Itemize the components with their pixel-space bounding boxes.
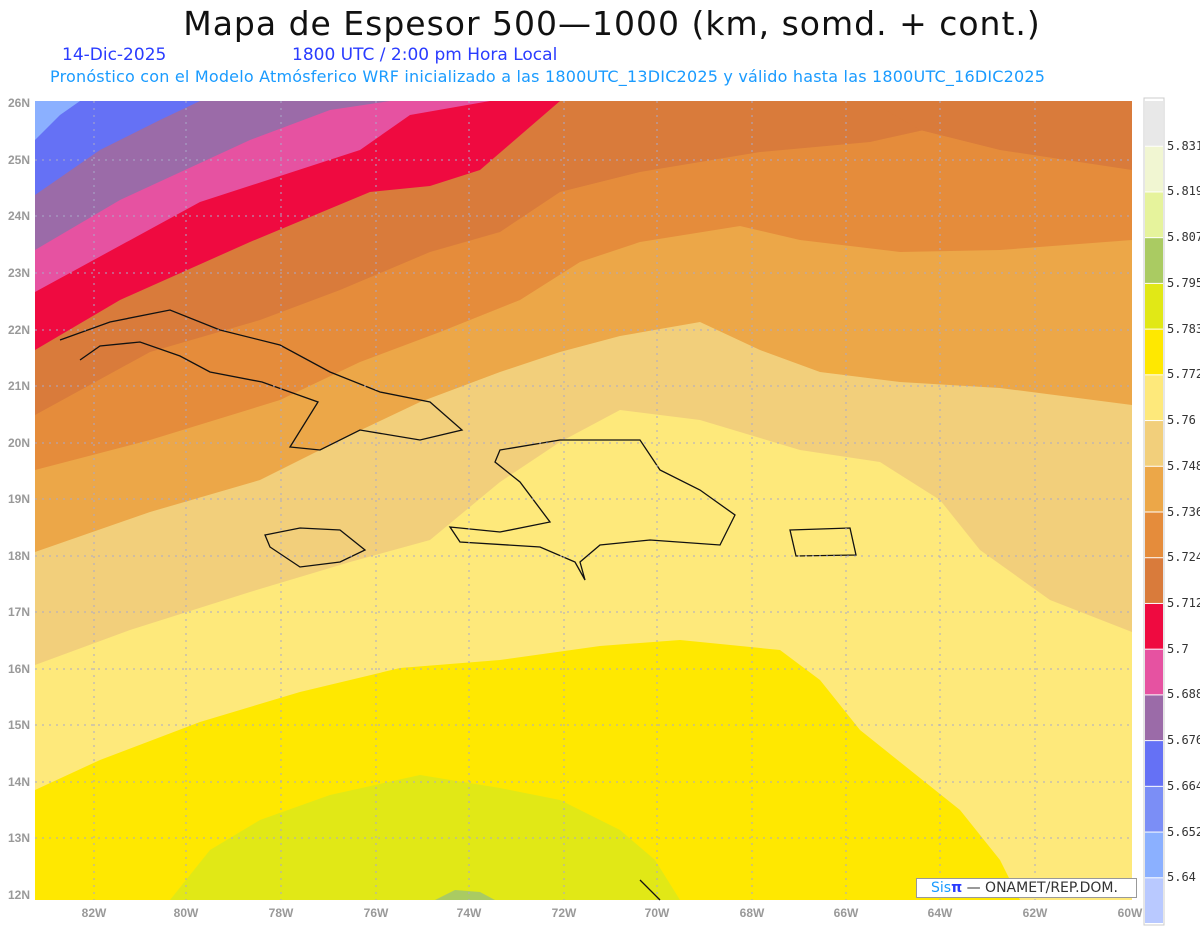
thickness-map: 26N 25N 24N 23N 22N 21N 20N 19N 18N 17N … [8, 96, 1165, 926]
lat-label: 15N [8, 718, 30, 732]
forecast-info: Pronóstico con el Modelo Atmósferico WRF… [50, 67, 1046, 86]
forecast-time: 1800 UTC / 2:00 pm Hora Local [292, 45, 558, 65]
colorbar-frame [1143, 97, 1165, 926]
lat-label: 18N [8, 549, 30, 563]
lat-label: 19N [8, 492, 30, 506]
colorbar-swatch [1145, 878, 1163, 923]
lon-label: 62W [1023, 906, 1048, 920]
colorbar-label: 5.724 [1167, 550, 1200, 565]
colorbar-label: 5.819 [1167, 184, 1200, 199]
gridlines [35, 101, 1132, 900]
credit-box: Sisπ — ONAMET/REP.DOM. [916, 878, 1137, 898]
colorbar-label: 5.807 [1167, 230, 1200, 245]
colorbar-label: 5.712 [1167, 595, 1200, 610]
brand-sis: Sis [931, 880, 952, 896]
credit-text: — ONAMET/REP.DOM. [966, 880, 1118, 896]
colorbar-swatch [1145, 741, 1163, 786]
lat-label: 26N [8, 96, 30, 110]
lat-label: 12N [8, 888, 30, 902]
brand-pi: π [951, 880, 963, 896]
colorbar-swatch [1145, 192, 1163, 238]
band-5.676 [35, 101, 390, 250]
colorbar-label: 5.736 [1167, 504, 1200, 519]
lon-label: 66W [834, 906, 859, 920]
colorbar-swatch [1145, 832, 1163, 878]
lat-label: 14N [8, 775, 30, 789]
lon-label: 74W [457, 906, 482, 920]
colorbar-swatch [1145, 375, 1163, 421]
colorbar-label: 5.831 [1167, 138, 1200, 153]
colorbar-label: 5.795 [1167, 275, 1200, 290]
colorbar-swatch [1145, 649, 1163, 695]
band-5.795 [435, 890, 495, 900]
colorbar-swatch [1145, 283, 1163, 329]
colorbar-label: 5.652 [1167, 824, 1200, 839]
lon-label: 60W [1118, 906, 1143, 920]
latitude-labels: 26N 25N 24N 23N 22N 21N 20N 19N 18N 17N … [8, 96, 30, 902]
colorbar-swatch [1145, 238, 1163, 283]
colorbar-label: 5.7 [1167, 641, 1189, 656]
colorbar [1143, 97, 1165, 926]
forecast-date: 14-Dic-2025 [62, 45, 167, 65]
lon-label: 70W [645, 906, 670, 920]
colorbar-label: 5.676 [1167, 733, 1200, 748]
lon-label: 76W [364, 906, 389, 920]
colorbar-label: 5.772 [1167, 367, 1200, 382]
colorbar-label: 5.64 [1167, 870, 1196, 885]
colorbar-label: 5.76 [1167, 413, 1196, 428]
colorbar-swatch [1145, 101, 1163, 146]
jamaica-coastline [264, 527, 367, 568]
colorbar-swatch [1145, 329, 1163, 375]
lat-label: 17N [8, 605, 30, 619]
puerto-rico-coastline [789, 527, 857, 557]
lat-label: 24N [8, 209, 30, 223]
colorbar-swatch [1145, 695, 1163, 741]
lat-label: 13N [8, 831, 30, 845]
colorbar-label: 5.688 [1167, 687, 1200, 702]
lat-label: 20N [8, 436, 30, 450]
band-5.652 [35, 101, 80, 140]
colorbar-swatch [1145, 421, 1163, 466]
lat-label: 16N [8, 662, 30, 676]
lat-label: 21N [8, 379, 30, 393]
colorbar-swatch [1145, 558, 1163, 603]
band-5.712-east [870, 101, 1132, 170]
lon-label: 64W [928, 906, 953, 920]
lon-label: 78W [269, 906, 294, 920]
longitude-labels: 82W 80W 78W 76W 74W 72W 70W 68W 66W 64W … [82, 906, 1143, 920]
lon-label: 68W [740, 906, 765, 920]
band-5.664 [35, 101, 200, 195]
colorbar-swatch [1145, 603, 1163, 649]
colorbar-swatch [1145, 466, 1163, 512]
colorbar-swatch [1145, 786, 1163, 832]
south-america-coastline [639, 879, 661, 901]
colorbar-label: 5.664 [1167, 778, 1200, 793]
colorbar-swatch [1145, 146, 1163, 192]
lon-label: 72W [552, 906, 577, 920]
band-5.783 [170, 775, 680, 900]
colorbar-label: 5.748 [1167, 458, 1200, 473]
map-title: Mapa de Espesor 500—1000 (km, somd. + co… [183, 4, 1041, 43]
colorbar-label: 5.783 [1167, 321, 1200, 336]
lon-label: 80W [174, 906, 199, 920]
lat-label: 25N [8, 153, 30, 167]
lat-label: 23N [8, 266, 30, 280]
cuba-coastline [59, 309, 464, 451]
lat-label: 22N [8, 323, 30, 337]
colorbar-swatch [1145, 512, 1163, 558]
lon-label: 82W [82, 906, 107, 920]
hispaniola-coastline [448, 439, 736, 581]
coastlines [59, 309, 857, 901]
